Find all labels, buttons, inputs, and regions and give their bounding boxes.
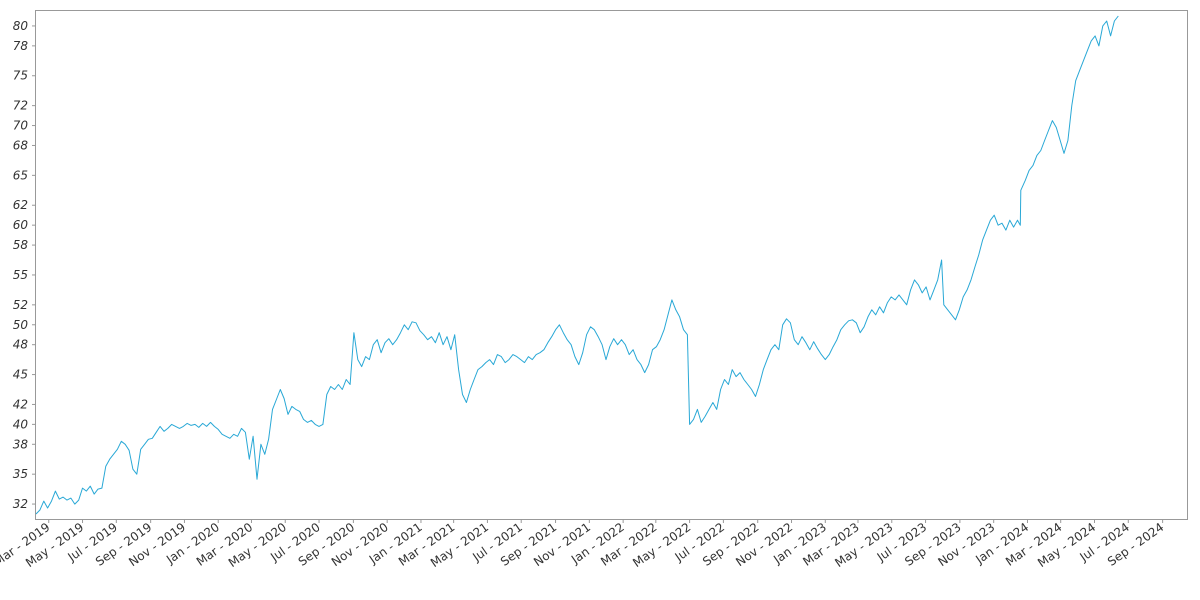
y-tick-label: 48: [13, 338, 29, 352]
y-tick-label: 38: [13, 437, 29, 451]
y-tick-label: 42: [13, 397, 28, 411]
y-axis: 32 35 38 40 42 45 48 50 52 55 58 60 62 65 68 70 72 75 78 80: [13, 19, 36, 511]
series-layer: [35, 15, 1119, 515]
y-tick-label: 72: [13, 99, 28, 113]
y-tick-label: 75: [13, 69, 28, 83]
y-tick-label: 70: [13, 119, 29, 133]
y-tick-label: 45: [13, 368, 28, 382]
series-line: [35, 15, 1119, 515]
y-tick-label: 65: [13, 168, 28, 182]
y-tick-label: 32: [13, 497, 28, 511]
y-tick-label: 68: [13, 138, 29, 152]
y-tick-label: 58: [13, 238, 29, 252]
y-tick-label: 62: [13, 198, 28, 212]
y-tick-label: 80: [13, 19, 29, 33]
y-tick-label: 78: [13, 39, 29, 53]
y-tick-label: 55: [13, 268, 28, 282]
y-tick-label: 52: [13, 298, 28, 312]
y-tick-label: 60: [13, 218, 29, 232]
y-tick-label: 40: [13, 417, 29, 431]
y-tick-label: 50: [13, 318, 29, 332]
plot-frame: [35, 10, 1188, 520]
y-tick-label: 35: [13, 467, 28, 481]
